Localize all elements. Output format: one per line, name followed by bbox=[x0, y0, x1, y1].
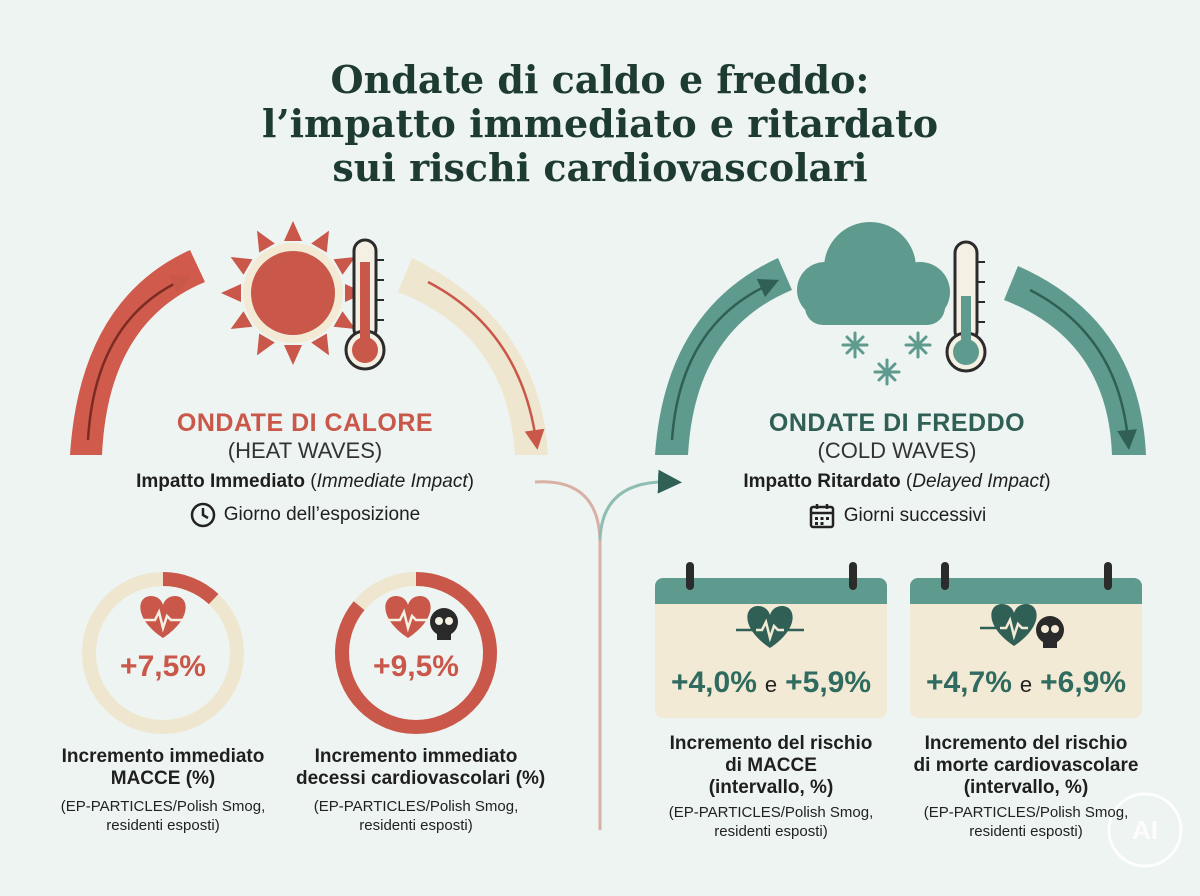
heat-impact-label: Impatto Immediato bbox=[136, 471, 305, 492]
cold-card-1-source-line-2: residenti esposti) bbox=[714, 823, 828, 840]
cold-card-2-high: +6,9% bbox=[1040, 666, 1127, 699]
cold-title: ONDATE DI FREDDO bbox=[768, 409, 1026, 437]
heat-card-1-label: Incremento immediato MACCE (%) bbox=[53, 746, 273, 790]
cold-card-1-label-line-3: (intervallo, %) bbox=[708, 777, 834, 798]
cold-timing: Giorni successivi bbox=[667, 502, 1127, 530]
cold-subtitle: (COLD WAVES) bbox=[817, 438, 977, 463]
clock-icon bbox=[190, 502, 216, 528]
heat-card-1-source-line-1: (EP-PARTICLES/Polish Smog, bbox=[60, 798, 266, 815]
cold-header: ONDATE DI FREDDO (COLD WAVES) Impatto Ri… bbox=[667, 408, 1127, 530]
cold-card-2-label-line-1: Incremento del rischio bbox=[924, 733, 1128, 754]
center-connector bbox=[534, 469, 682, 830]
heat-donut-2 bbox=[335, 572, 497, 734]
heat-title: ONDATE DI CALORE bbox=[176, 409, 434, 437]
cold-card-1-conj: e bbox=[764, 672, 778, 697]
heat-card-1-value: +7,5% bbox=[120, 650, 206, 683]
cold-card-2-source-line-2: residenti esposti) bbox=[969, 823, 1083, 840]
heat-card-1-source: (EP-PARTICLES/Polish Smog, residenti esp… bbox=[53, 797, 273, 835]
thermometer-cold-icon bbox=[945, 240, 987, 373]
cold-impact-label: Impatto Ritardato bbox=[743, 471, 901, 492]
ai-generated-badge: AI bbox=[1107, 792, 1183, 868]
heat-impact-en: Immediate Impact bbox=[316, 471, 468, 492]
title-line-1: Ondate di caldo e freddo: bbox=[330, 57, 870, 102]
heat-arc-right bbox=[398, 258, 548, 455]
cold-calendar-2 bbox=[910, 562, 1142, 718]
svg-text:AI: AI bbox=[1132, 815, 1158, 845]
heat-card-2-value: +9,5% bbox=[373, 650, 459, 683]
cold-card-2-label-line-2: di morte cardiovascolare bbox=[913, 755, 1139, 776]
heat-card-1-label-line-2: MACCE (%) bbox=[110, 768, 216, 789]
heat-card-2-source: (EP-PARTICLES/Polish Smog, residenti esp… bbox=[296, 797, 536, 835]
cold-card-2-source-line-1: (EP-PARTICLES/Polish Smog, bbox=[923, 804, 1129, 821]
cold-card-2-conj: e bbox=[1019, 672, 1033, 697]
cloud-icon bbox=[797, 222, 950, 325]
cold-card-1-label-line-2: di MACCE bbox=[725, 755, 817, 776]
heat-timing: Giorno dell’esposizione bbox=[75, 502, 535, 528]
heat-timing-text: Giorno dell’esposizione bbox=[223, 504, 421, 525]
heat-card-2-label-line-2: decessi cardiovascolari (%) bbox=[296, 768, 546, 789]
heart-pulse-icon bbox=[140, 596, 186, 638]
heat-card-2-label-line-1: Incremento immediato bbox=[314, 746, 518, 767]
page-title: Ondate di caldo e freddo: l’impatto imme… bbox=[0, 58, 1200, 190]
cold-impact: Impatto Ritardato (Delayed Impact) bbox=[743, 471, 1051, 492]
heart-skull-icon bbox=[385, 596, 458, 640]
heat-card-1-source-line-2: residenti esposti) bbox=[106, 817, 220, 834]
snowflake-icon bbox=[841, 331, 932, 386]
cold-card-1-low: +4,0% bbox=[670, 666, 757, 699]
heart-skull-icon bbox=[980, 604, 1064, 648]
sun-icon bbox=[221, 221, 365, 365]
cold-card-2-label: Incremento del rischio di morte cardiova… bbox=[906, 733, 1146, 799]
heart-pulse-icon bbox=[736, 606, 804, 648]
heat-header: ONDATE DI CALORE (HEAT WAVES) Impatto Im… bbox=[75, 408, 535, 528]
cold-calendar-1 bbox=[655, 562, 887, 718]
cold-card-1-source: (EP-PARTICLES/Polish Smog, residenti esp… bbox=[655, 803, 887, 841]
cold-card-2-label-line-3: (intervallo, %) bbox=[963, 777, 1089, 798]
heat-card-1-label-line-1: Incremento immediato bbox=[61, 746, 265, 767]
calendar-icon bbox=[809, 504, 834, 529]
cold-card-1-source-line-1: (EP-PARTICLES/Polish Smog, bbox=[668, 804, 874, 821]
thermometer-hot-icon bbox=[344, 238, 386, 371]
cold-card-2-source: (EP-PARTICLES/Polish Smog, residenti esp… bbox=[906, 803, 1146, 841]
heat-card-2-label: Incremento immediato decessi cardiovasco… bbox=[296, 746, 546, 790]
cold-card-1-label-line-1: Incremento del rischio bbox=[669, 733, 873, 754]
cold-arc-right bbox=[1004, 266, 1146, 455]
cold-card-1-range: +4,0% e +5,9% bbox=[655, 666, 887, 700]
cold-arc-left bbox=[655, 258, 792, 455]
cold-card-1-high: +5,9% bbox=[785, 666, 872, 699]
title-line-2: l’impatto immediato e ritardato bbox=[261, 101, 939, 146]
cold-card-2-range: +4,7% e +6,9% bbox=[910, 666, 1142, 700]
heat-card-2-source-line-2: residenti esposti) bbox=[359, 817, 473, 834]
cold-card-2-low: +4,7% bbox=[925, 666, 1012, 699]
cold-impact-en: Delayed Impact bbox=[912, 471, 1045, 492]
cold-timing-text: Giorni successivi bbox=[843, 505, 987, 526]
heat-arc-left bbox=[70, 250, 205, 455]
heat-donut-1 bbox=[82, 572, 244, 734]
title-line-3: sui rischi cardiovascolari bbox=[332, 145, 868, 190]
heat-impact: Impatto Immediato (Immediate Impact) bbox=[136, 471, 474, 492]
cold-card-1-label: Incremento del rischio di MACCE (interva… bbox=[655, 733, 887, 799]
heat-card-2-source-line-1: (EP-PARTICLES/Polish Smog, bbox=[313, 798, 519, 815]
heat-subtitle: (HEAT WAVES) bbox=[227, 438, 383, 463]
